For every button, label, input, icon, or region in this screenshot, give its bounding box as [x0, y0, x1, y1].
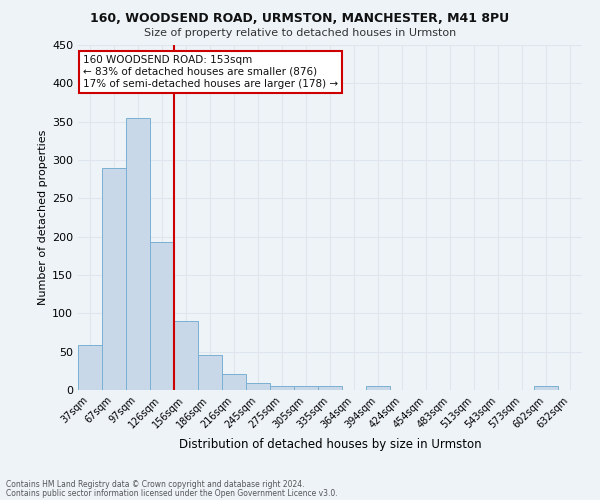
Text: 160, WOODSEND ROAD, URMSTON, MANCHESTER, M41 8PU: 160, WOODSEND ROAD, URMSTON, MANCHESTER,… — [91, 12, 509, 26]
Bar — [270, 386, 294, 390]
Bar — [126, 118, 150, 390]
Bar — [198, 354, 222, 390]
X-axis label: Distribution of detached houses by size in Urmston: Distribution of detached houses by size … — [179, 438, 481, 451]
Bar — [78, 345, 102, 390]
Bar — [294, 386, 318, 390]
Bar — [534, 386, 558, 390]
Bar — [318, 386, 342, 390]
Y-axis label: Number of detached properties: Number of detached properties — [38, 130, 48, 305]
Text: Contains HM Land Registry data © Crown copyright and database right 2024.: Contains HM Land Registry data © Crown c… — [6, 480, 305, 489]
Text: 160 WOODSEND ROAD: 153sqm
← 83% of detached houses are smaller (876)
17% of semi: 160 WOODSEND ROAD: 153sqm ← 83% of detac… — [83, 56, 338, 88]
Bar — [150, 242, 174, 390]
Bar — [366, 386, 390, 390]
Bar — [222, 374, 246, 390]
Bar — [174, 321, 198, 390]
Bar — [246, 383, 270, 390]
Bar — [102, 168, 126, 390]
Text: Contains public sector information licensed under the Open Government Licence v3: Contains public sector information licen… — [6, 488, 338, 498]
Text: Size of property relative to detached houses in Urmston: Size of property relative to detached ho… — [144, 28, 456, 38]
